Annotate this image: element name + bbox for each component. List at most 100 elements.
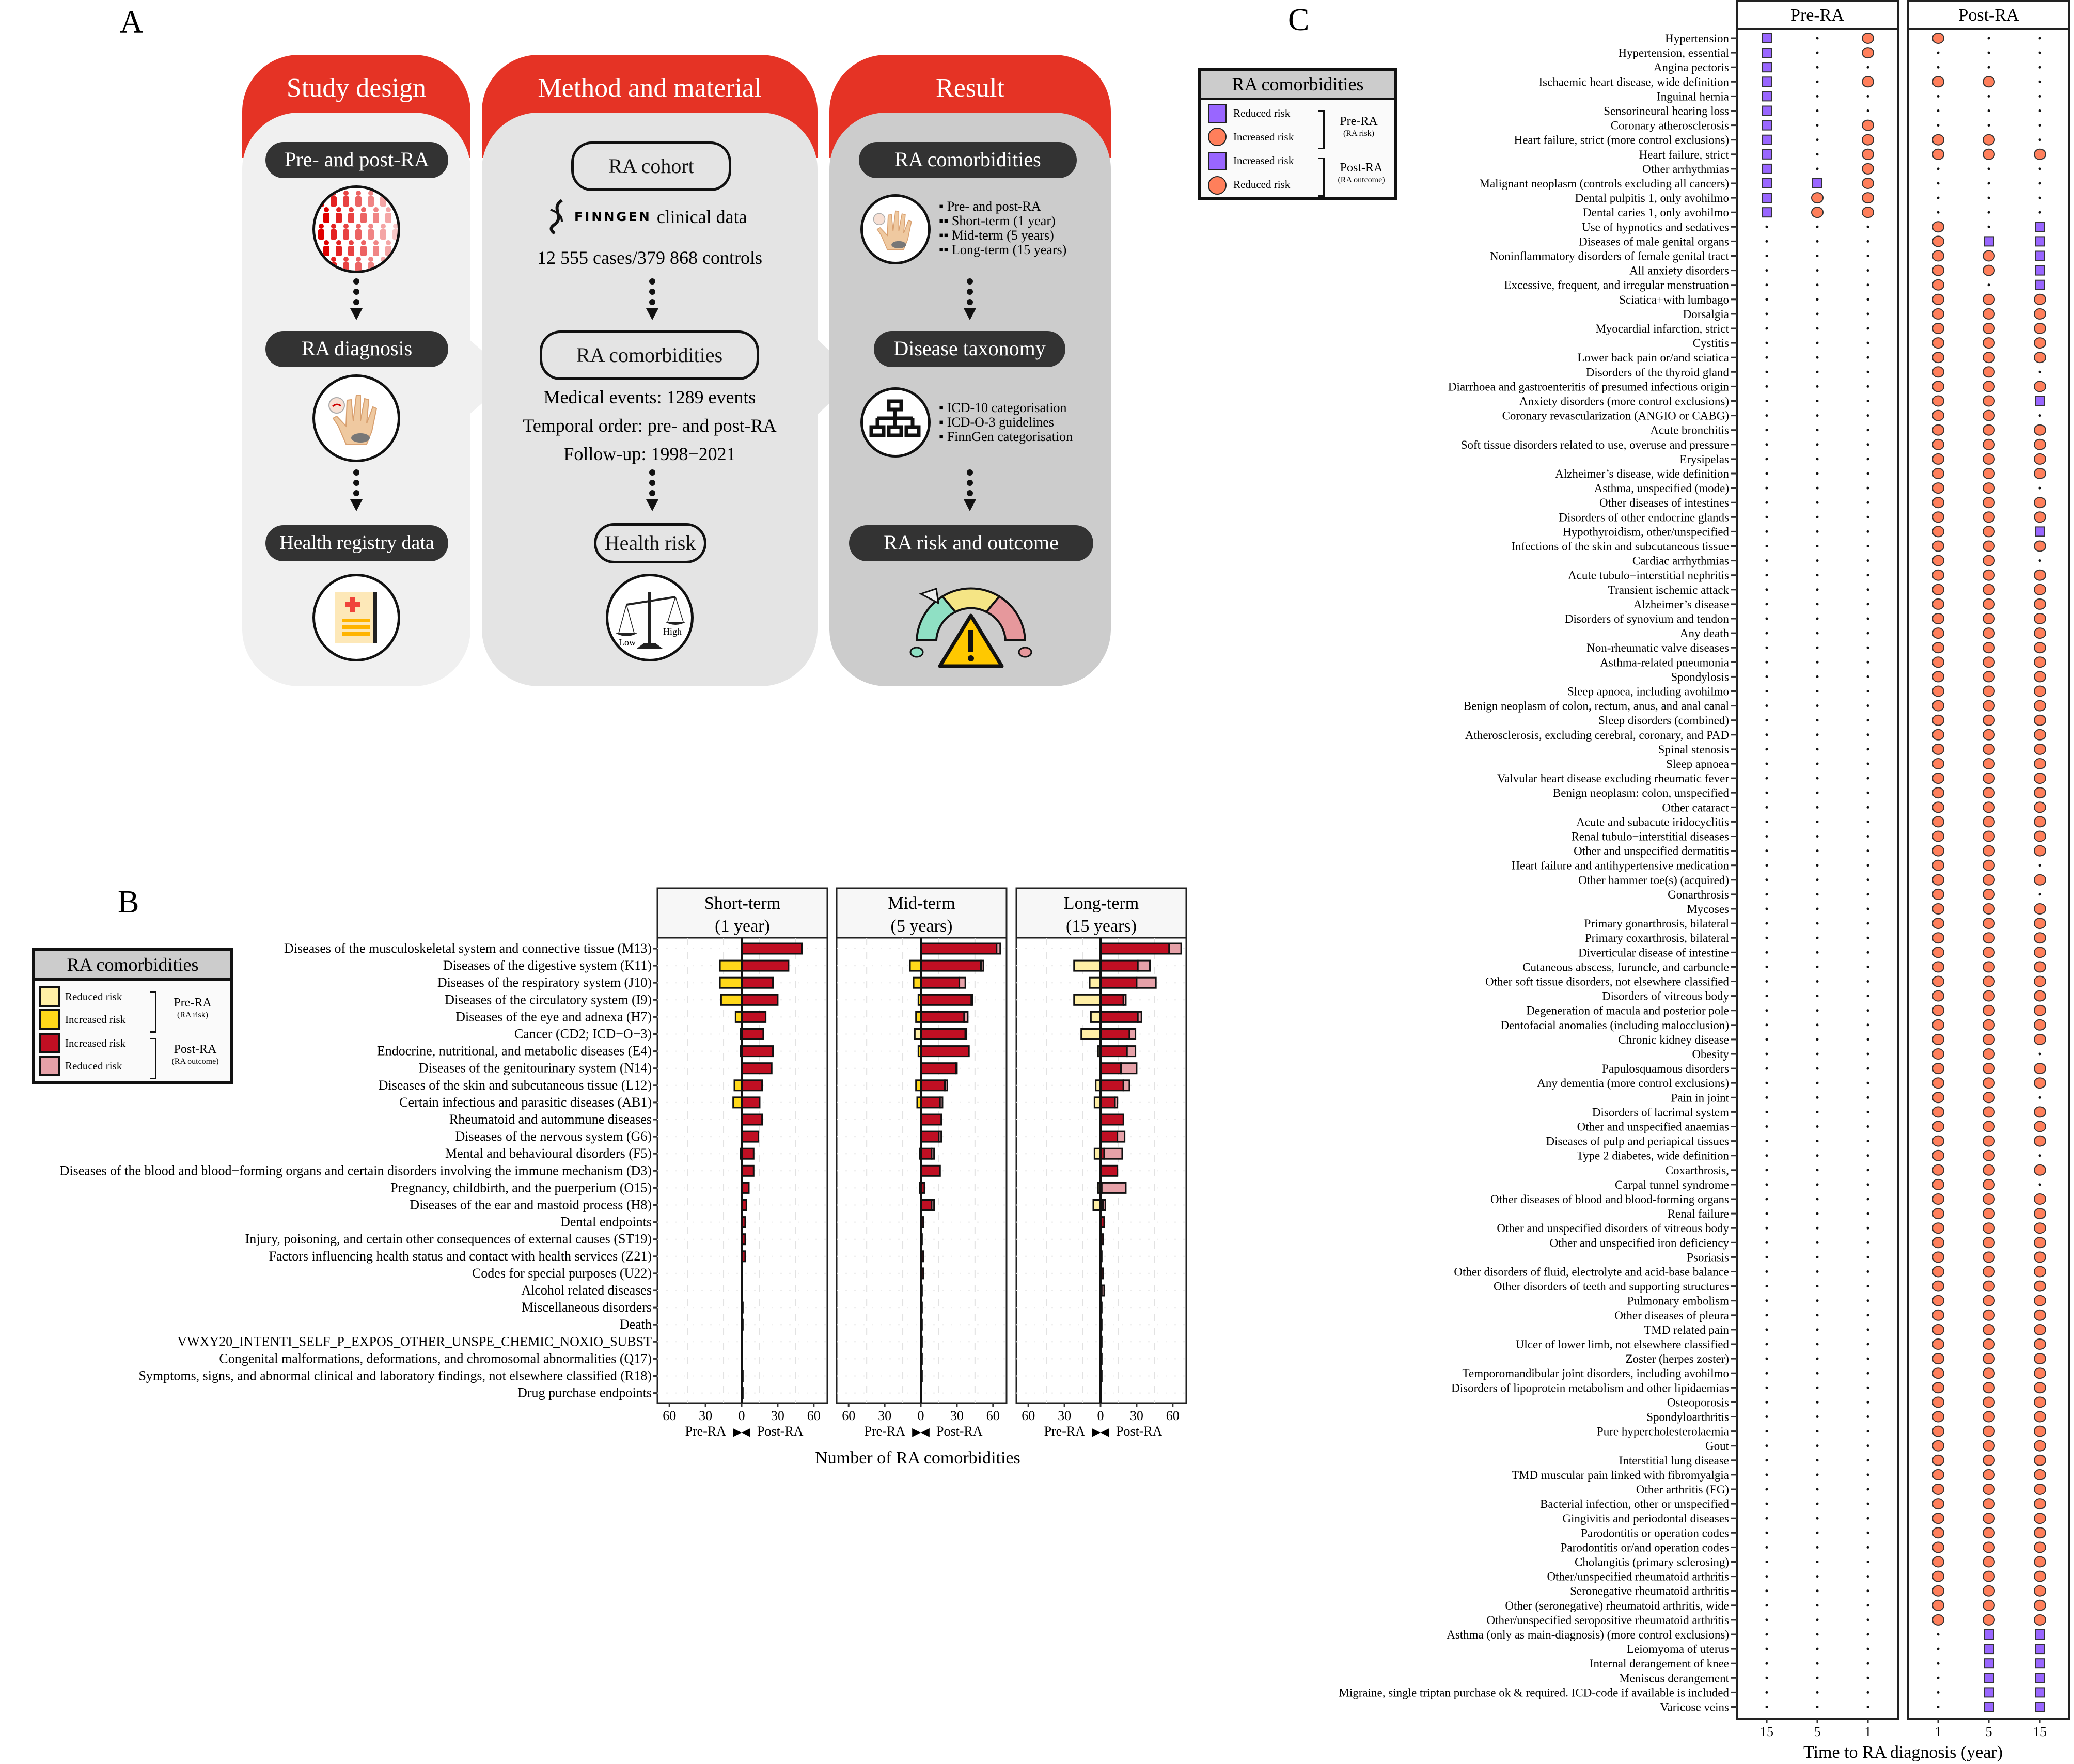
facet-strip	[1736, 0, 1899, 30]
empty-dot	[1816, 1430, 1819, 1433]
empty-dot	[1816, 341, 1819, 344]
category-label: Cancer (CD2; ICD−O−3)	[514, 1027, 652, 1042]
circle-marker	[2034, 714, 2046, 726]
direction-label-pre: Pre-RA	[865, 1424, 906, 1439]
x-tick-label: 15	[2033, 1724, 2047, 1739]
result-hand-icon	[860, 194, 931, 264]
empty-dot	[1765, 1676, 1768, 1679]
empty-dot	[1866, 820, 1869, 823]
circle-marker	[1811, 207, 1824, 218]
circle-marker	[1983, 497, 1995, 509]
circle-marker	[1983, 1541, 1995, 1553]
empty-dot	[1816, 515, 1819, 518]
comorbidity-label: Interstitial lung disease	[1619, 1454, 1729, 1467]
empty-dot	[1765, 1444, 1768, 1447]
circle-marker	[1932, 1454, 1944, 1466]
empty-dot	[2038, 1096, 2041, 1099]
circle-marker	[1983, 1048, 1995, 1060]
circle-marker	[2034, 1527, 2046, 1539]
empty-dot	[1816, 472, 1819, 475]
circle-marker	[2034, 1208, 2046, 1220]
square-marker	[1762, 178, 1772, 188]
circle-marker	[1932, 424, 1944, 436]
comorbidity-label: Sciatica+with lumbago	[1619, 293, 1729, 306]
circle-marker	[1983, 1484, 1995, 1495]
empty-dot	[1765, 1459, 1768, 1462]
square-marker	[1762, 193, 1772, 203]
circle-marker	[1932, 511, 1944, 523]
bar-post-ra	[1137, 1011, 1142, 1023]
empty-dot	[1816, 1255, 1819, 1258]
empty-dot	[1816, 965, 1819, 968]
empty-dot	[1816, 1488, 1819, 1491]
circle-marker	[1983, 874, 1995, 886]
empty-dot	[1866, 893, 1869, 896]
circle-marker	[1983, 1527, 1995, 1539]
empty-dot	[1816, 1081, 1819, 1084]
balance-scale-icon: Low High	[606, 574, 694, 662]
empty-dot	[1937, 167, 1940, 170]
legend-b-item: Increased risk	[65, 1037, 126, 1049]
empty-dot	[1765, 907, 1768, 910]
empty-dot	[1816, 1415, 1819, 1418]
empty-dot	[1816, 1561, 1819, 1563]
empty-dot	[1765, 878, 1768, 881]
square-marker	[1984, 1673, 1994, 1683]
empty-dot	[1816, 284, 1819, 287]
person-body	[380, 196, 386, 207]
facet-title: Post-RA	[1958, 6, 2019, 25]
empty-dot	[1987, 182, 1990, 185]
empty-dot	[1866, 1212, 1869, 1215]
circle-marker	[1932, 134, 1944, 146]
bracket	[150, 991, 156, 1033]
empty-dot	[1866, 327, 1869, 330]
empty-dot	[1816, 1546, 1819, 1549]
comorbidity-label: Benign neoplasm: colon, unspecified	[1553, 786, 1730, 799]
circle-marker	[1983, 1382, 1995, 1394]
cases-controls-text: 12 555 cases/379 868 controls	[537, 247, 762, 268]
category-label: Certain infectious and parasitic disease…	[399, 1095, 652, 1110]
empty-dot	[1866, 240, 1869, 243]
circle-marker	[2034, 990, 2046, 1002]
empty-dot	[1866, 472, 1869, 475]
circle-marker	[1983, 410, 1995, 421]
circle-marker	[1932, 250, 1944, 262]
circle-marker	[1932, 816, 1944, 828]
empty-dot	[1866, 632, 1869, 635]
circle-marker	[1983, 1585, 1995, 1597]
empty-dot	[1765, 849, 1768, 853]
circle-marker	[2034, 700, 2046, 712]
person-head	[386, 240, 391, 245]
circle-marker	[1983, 1208, 1995, 1220]
empty-dot	[1866, 951, 1869, 954]
circle-marker	[1932, 1411, 1944, 1423]
circle-marker	[1983, 888, 1995, 900]
comorbidity-label: Ulcer of lower limb, not elsewhere class…	[1516, 1338, 1730, 1351]
empty-dot	[1816, 951, 1819, 954]
circle-marker	[1862, 76, 1874, 88]
circle-marker	[1983, 468, 1995, 479]
empty-dot	[1816, 356, 1819, 359]
circle-marker	[2034, 1222, 2046, 1234]
comorbidity-label: Meniscus derangement	[1619, 1672, 1729, 1684]
category-label: Diseases of the digestive system (K11)	[443, 958, 652, 973]
comorbidity-label: Disorders of other endocrine glands	[1559, 511, 1729, 524]
circle-marker	[1983, 1237, 1995, 1249]
empty-dot	[1765, 1255, 1768, 1258]
comorbidity-label: Heart failure, strict	[1639, 148, 1730, 161]
bar-post-ra	[931, 1199, 935, 1211]
empty-dot	[1866, 1444, 1869, 1447]
person-head	[373, 207, 379, 212]
empty-dot	[1765, 1052, 1768, 1056]
circle-marker	[2034, 1411, 2046, 1423]
circle-marker	[1932, 1135, 1944, 1147]
empty-dot	[1816, 1343, 1819, 1346]
circle-marker	[1932, 1484, 1944, 1495]
direction-label-pre: Pre-RA	[685, 1424, 727, 1439]
bar-post-ra	[1103, 1147, 1123, 1160]
empty-dot	[1816, 225, 1819, 228]
group-sublabel: (RA outcome)	[1338, 176, 1385, 184]
empty-dot	[1866, 922, 1869, 925]
legend-panel-b: RA comorbidities Reduced risk Increased …	[32, 948, 233, 1084]
legend-b-post-group: Post-RA (RA outcome)	[159, 1043, 231, 1068]
